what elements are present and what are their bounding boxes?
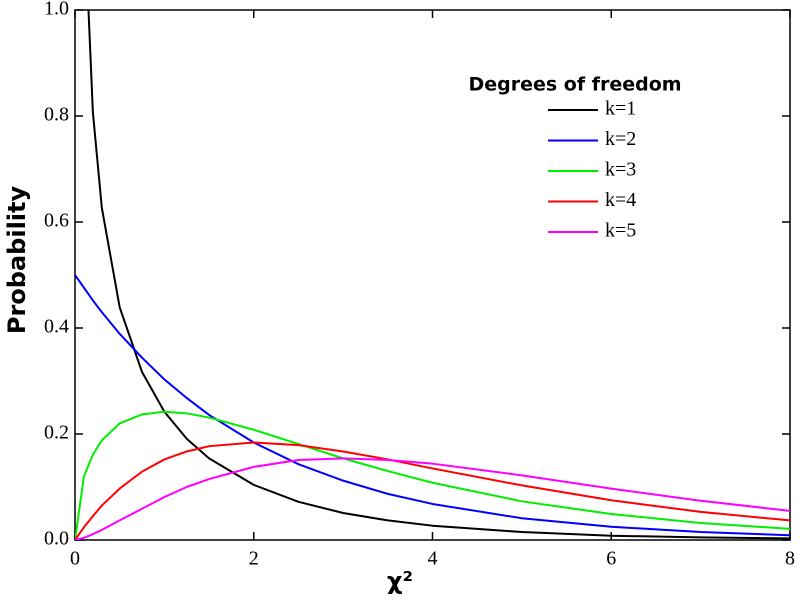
x-tick-label: 6 bbox=[606, 548, 616, 570]
series-line bbox=[75, 441, 790, 540]
y-tick-label: 0.6 bbox=[44, 210, 69, 232]
x-tick-label: 8 bbox=[785, 548, 795, 570]
legend-label: k=3 bbox=[605, 159, 636, 181]
y-tick-label: 0.0 bbox=[44, 528, 69, 550]
x-tick-label: 4 bbox=[428, 548, 438, 570]
y-tick-label: 0.8 bbox=[44, 104, 69, 126]
y-tick-label: 0.2 bbox=[44, 422, 69, 444]
legend-title: Degrees of freedom bbox=[468, 74, 681, 96]
y-tick-label: 0.4 bbox=[44, 316, 69, 338]
x-tick-label: 0 bbox=[70, 548, 80, 570]
series-line bbox=[75, 410, 790, 540]
legend-label: k=2 bbox=[605, 128, 636, 150]
series-line bbox=[75, 274, 790, 537]
x-axis-title: χ² bbox=[387, 567, 413, 595]
legend-label: k=5 bbox=[605, 220, 636, 242]
series-line bbox=[75, 457, 790, 540]
series-line bbox=[87, 10, 790, 540]
plot-area bbox=[75, 10, 790, 540]
x-tick-label: 2 bbox=[249, 548, 259, 570]
legend-label: k=1 bbox=[605, 98, 636, 120]
y-tick-label: 1.0 bbox=[44, 0, 69, 20]
legend-label: k=4 bbox=[605, 189, 636, 211]
y-axis-title: Probability bbox=[3, 186, 31, 335]
plot-frame bbox=[74, 9, 791, 541]
